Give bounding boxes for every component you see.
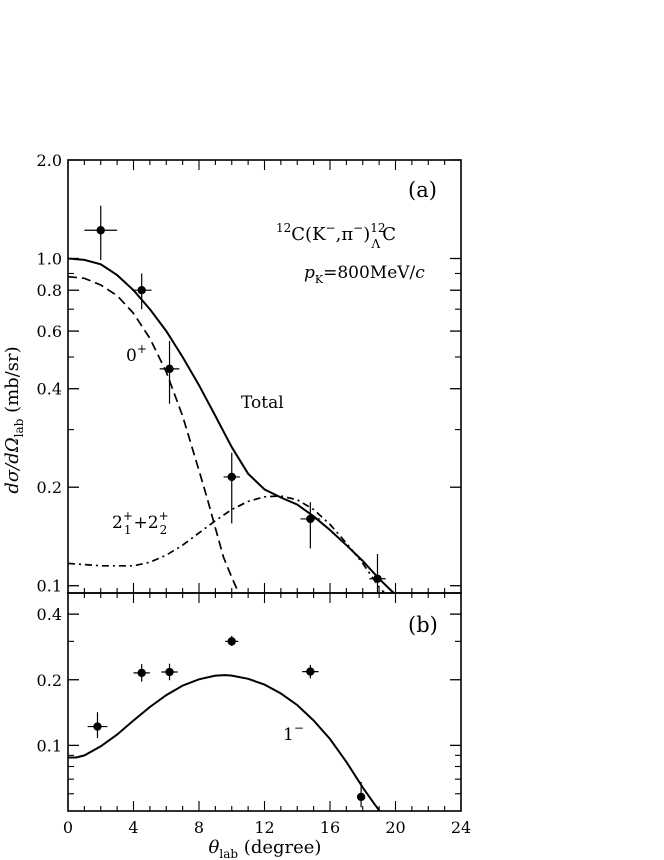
panel-b-ticks: 0.1 0.2 0.4 0 4 8 12 16 20 24	[37, 593, 471, 837]
panel-a-data-point	[137, 286, 146, 295]
reaction-close: )	[363, 224, 370, 245]
one-minus-curve-label: 1−	[283, 721, 304, 745]
panel-b-points	[87, 635, 366, 808]
panel-a-curve-1	[68, 275, 241, 593]
panel-a-y-tick-label: 0.1	[37, 577, 62, 596]
reaction-product: C	[382, 224, 396, 245]
panel-b-data-point	[93, 722, 102, 731]
reaction-lambda: Λ	[371, 237, 381, 251]
panel-b-x-tick-label: 8	[194, 818, 204, 837]
reaction-mass-number: 12	[276, 221, 291, 235]
panel-b-data-point	[165, 667, 174, 677]
momentum-value: =800MeV/	[323, 263, 415, 283]
panel-a-y-tick-label: 0.8	[37, 281, 62, 300]
zero-plus-curve-label: 0+	[126, 342, 147, 366]
reaction-label: 12C(K−,π−)12 Λ C	[276, 221, 396, 251]
panel-b-data-point	[356, 792, 366, 802]
momentum-label: pK=800MeV/c	[304, 263, 425, 286]
reaction-kaon-charge: −	[326, 221, 336, 235]
panel-a-curve-2	[68, 495, 386, 593]
one-minus-sup: −	[294, 721, 304, 735]
y-axis-label-main: dσ/dΩ	[2, 437, 23, 493]
y-axis-label-unit: (mb/sr)	[2, 346, 23, 418]
x-axis-label-unit: (degree)	[238, 837, 321, 858]
panel-b-x-tick-label: 12	[254, 818, 274, 837]
panel-a-y-tick-label: 1.0	[37, 250, 62, 269]
two-plus-b-sup: +	[159, 509, 169, 523]
x-axis-label-main: θ	[209, 837, 220, 858]
panel-a-data-point	[96, 226, 105, 235]
y-axis-label: dσ/dΩlab (mb/sr)	[2, 346, 26, 493]
reaction-pion-charge: −	[353, 221, 363, 235]
two-plus-a-sup: +	[123, 509, 133, 523]
panel-a-y-tick-label: 0.4	[37, 380, 62, 399]
panel-a-data-point	[165, 364, 174, 374]
momentum-c: c	[415, 263, 425, 283]
panel-a-curves	[68, 257, 396, 593]
panel-b-x-tick-label: 4	[128, 818, 138, 837]
panel-b-curve-0	[68, 674, 381, 811]
zero-plus-sup: +	[137, 342, 147, 356]
two-plus-a-main: 2	[112, 513, 123, 533]
x-axis-label: θlab (degree)	[209, 837, 322, 860]
two-plus-b-sub: 2	[160, 523, 168, 537]
panel-b-x-tick-label: 0	[63, 818, 73, 837]
one-minus-main: 1	[283, 725, 294, 745]
panel-a-label: (a)	[408, 178, 437, 202]
panel-b-x-tick-label: 16	[320, 818, 340, 837]
panel-a-y-tick-label: 0.2	[37, 478, 62, 497]
panel-b-x-tick-label: 24	[451, 818, 471, 837]
panel-b-data-point	[306, 667, 315, 676]
panel-b-y-tick-label: 0.4	[37, 605, 62, 624]
two-plus-curve-label: 2+ 1 +2+ 2	[112, 509, 169, 537]
two-plus-a-sub: 1	[124, 523, 132, 537]
two-plus-b-main: 2	[148, 513, 159, 533]
panel-a-data-point	[306, 514, 315, 524]
panel-b: 0.1 0.2 0.4 0 4 8 12 16 20 24 (b) 1−	[37, 592, 471, 837]
panel-b-y-tick-label: 0.1	[37, 736, 62, 755]
y-axis-label-sub: lab	[12, 418, 26, 437]
panel-a-points	[84, 205, 386, 593]
panel-a-y-tick-label: 0.6	[37, 322, 62, 341]
panel-b-y-tick-label: 0.2	[37, 671, 62, 690]
panel-a-ticks: 0.1 0.2 0.4 0.6 0.8 1.0 2.0	[37, 151, 462, 596]
panel-b-data-point	[227, 637, 236, 646]
panel-a-y-tick-label: 2.0	[37, 151, 62, 170]
x-axis-label-sub: lab	[219, 847, 238, 860]
reaction-hyper-mass: 12	[370, 221, 385, 235]
panel-b-label: (b)	[408, 613, 438, 637]
panel-b-frame	[67, 592, 462, 812]
panel-a-curve-0	[68, 257, 396, 593]
total-curve-label: Total	[241, 393, 284, 413]
panel-a-data-point	[227, 472, 236, 482]
panel-b-curves	[68, 674, 381, 811]
panel-a: 0.10.20.40.60.81.02.0 (a) 12C(K−,π−)12 Λ C…	[37, 151, 462, 596]
momentum-p: p	[304, 263, 315, 283]
panel-a-data-point	[373, 574, 382, 583]
momentum-sub: K	[315, 273, 324, 286]
two-plus-plus: +	[134, 513, 148, 533]
zero-plus-main: 0	[126, 346, 137, 366]
panel-b-x-tick-label: 20	[385, 818, 405, 837]
reaction-target: C(K	[291, 224, 326, 245]
reaction-pion: ,π	[336, 224, 354, 245]
panel-b-data-point	[137, 668, 146, 678]
